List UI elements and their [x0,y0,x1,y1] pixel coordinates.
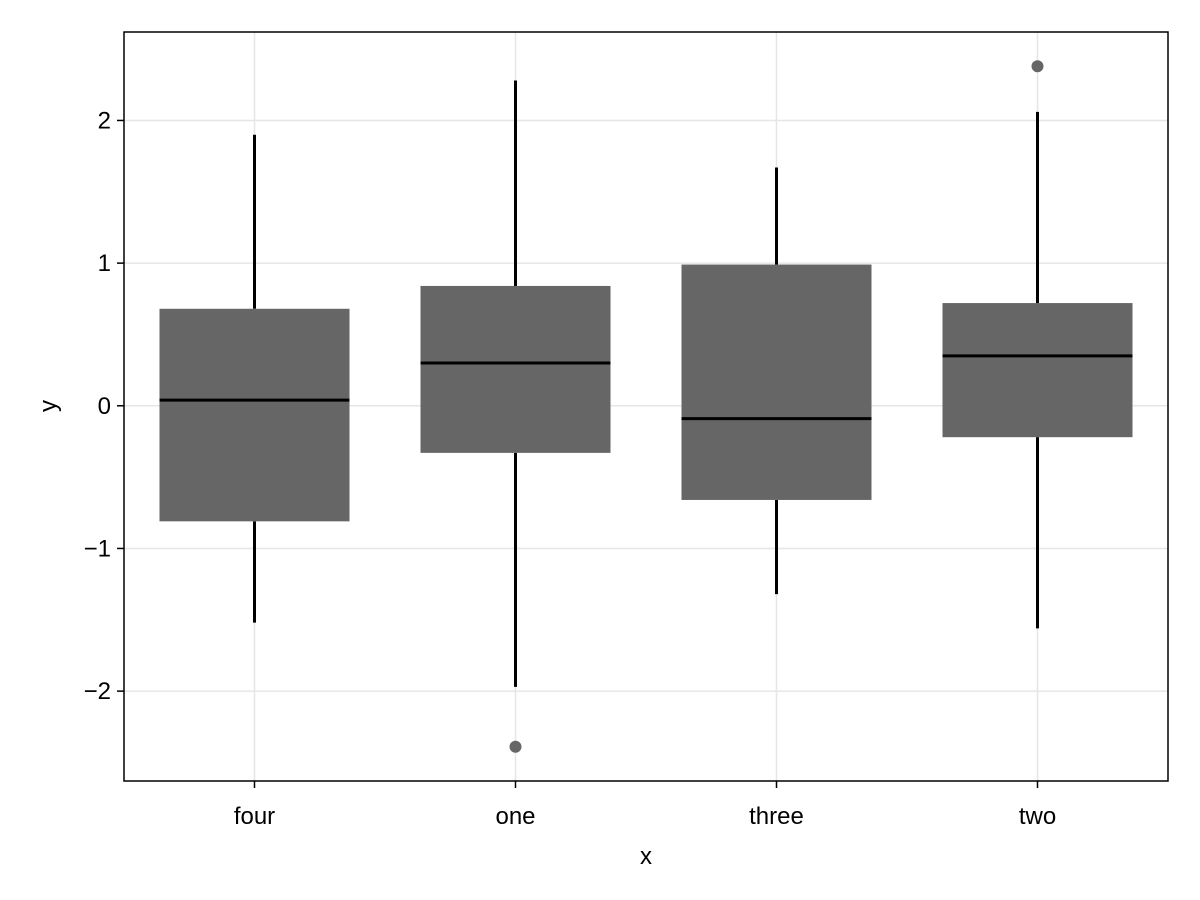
x-axis-label: x [640,843,652,870]
x-tick-label: four [234,803,275,830]
box-group-four [159,134,350,623]
y-tick-label: 1 [98,250,111,277]
ticks-layer: −2 −1 0 1 2 four one three two [84,107,1057,830]
x-tick-label: two [1019,803,1056,830]
marks-layer [159,60,1133,753]
box-iqr [420,285,611,453]
x-tick-label: three [749,803,804,830]
box-iqr [681,264,872,500]
x-tick-label: one [495,803,535,830]
outlier-point [1031,60,1044,73]
y-tick-label: 0 [98,393,111,420]
y-tick-label: 2 [98,107,111,134]
y-tick-label: −2 [84,678,111,705]
y-tick-label: −1 [84,535,111,562]
box-group-three [681,167,872,595]
y-axis-label: y [35,400,62,412]
box-iqr [942,303,1133,438]
box-iqr [159,308,350,522]
box-group-one [420,80,611,753]
box-group-two [942,60,1133,629]
outlier-point [509,740,522,753]
